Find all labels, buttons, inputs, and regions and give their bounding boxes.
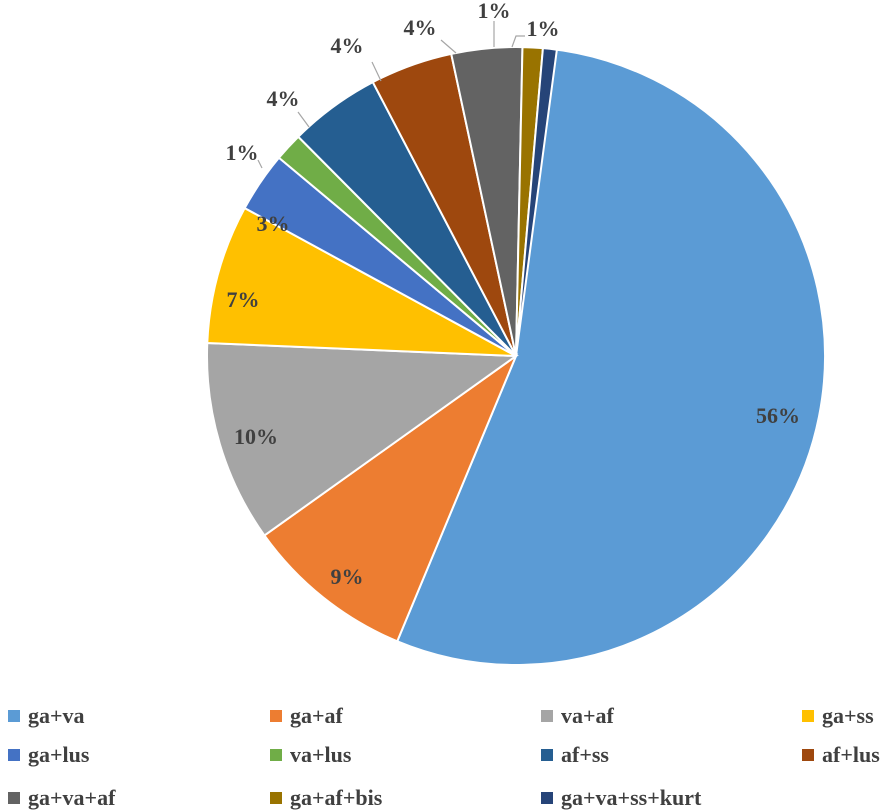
pie-slice-ga-ss	[206, 206, 517, 357]
legend-label: va+af	[561, 703, 614, 728]
legend-item: ga+lus	[8, 741, 89, 769]
legend-swatch	[270, 792, 282, 804]
data-label: 1%	[478, 0, 511, 23]
legend-swatch	[802, 749, 814, 761]
data-label: 1%	[226, 140, 259, 165]
legend-item: va+lus	[270, 741, 351, 769]
legend-swatch	[802, 710, 814, 722]
legend-item: af+ss	[541, 741, 609, 769]
legend-item: va+af	[541, 702, 614, 730]
leader-line	[511, 35, 525, 48]
pie-slice-ga-va	[395, 45, 826, 666]
legend-label: ga+lus	[28, 742, 90, 767]
chart-legend: ga+va ga+af va+af ga+ss ga+lus va+lus af+ss af+…	[0, 698, 886, 811]
data-label: 1%	[527, 16, 560, 41]
pie-slice-va-af	[206, 342, 519, 537]
legend-swatch	[270, 710, 282, 722]
leader-line	[440, 39, 457, 54]
legend-label: af+ss	[561, 742, 609, 767]
data-label: 4%	[267, 86, 300, 111]
pie-slice-ga-va-ss-kurt	[515, 47, 558, 357]
legend-item: ga+va	[8, 702, 85, 730]
legend-swatch	[541, 792, 553, 804]
data-label: 4%	[331, 33, 364, 58]
pie-slice-ga-af	[263, 353, 519, 643]
pie-chart-plot: 56% 9% 10% 7% 3% 1% 4% 4% 4% 1% 1%	[206, 0, 826, 666]
legend-label: ga+ss	[822, 703, 874, 728]
legend-swatch	[8, 710, 20, 722]
legend-label: ga+va+af	[28, 785, 116, 810]
legend-label: ga+va	[28, 703, 85, 728]
data-label: 4%	[404, 15, 437, 40]
legend-label: va+lus	[290, 742, 352, 767]
legend-swatch	[270, 749, 282, 761]
data-label: 9%	[331, 564, 364, 589]
leader-line	[257, 159, 263, 169]
legend-item: ga+af	[270, 702, 343, 730]
data-label: 56%	[756, 403, 800, 428]
legend-item: ga+ss	[802, 702, 874, 730]
legend-swatch	[541, 710, 553, 722]
data-label: 7%	[227, 287, 260, 312]
legend-swatch	[541, 749, 553, 761]
legend-swatch	[8, 749, 20, 761]
legend-label: af+lus	[822, 742, 880, 767]
data-label: 10%	[234, 424, 278, 449]
legend-item: ga+af+bis	[270, 784, 382, 812]
legend-label: ga+af	[290, 703, 343, 728]
leader-line	[371, 61, 382, 82]
legend-label: ga+af+bis	[290, 785, 383, 810]
legend-item: ga+va+af	[8, 784, 115, 812]
legend-label: ga+va+ss+kurt	[561, 785, 702, 810]
legend-item: ga+va+ss+kurt	[541, 784, 701, 812]
data-label: 3%	[257, 211, 290, 236]
legend-swatch	[8, 792, 20, 804]
legend-item: af+lus	[802, 741, 880, 769]
leader-line	[297, 111, 310, 128]
